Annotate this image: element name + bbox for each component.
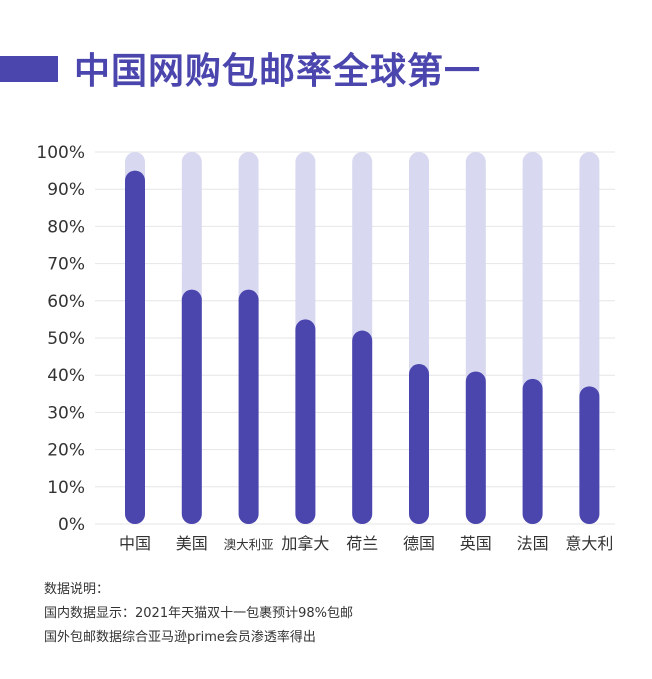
y-tick-label: 30% — [47, 403, 85, 423]
x-tick-label: 美国 — [176, 534, 208, 553]
bar — [295, 319, 316, 524]
y-tick-label: 0% — [58, 515, 85, 535]
y-tick-label: 70% — [47, 255, 85, 275]
x-tick-label: 澳大利亚 — [224, 537, 274, 552]
y-tick-label: 90% — [47, 180, 85, 200]
y-tick-label: 40% — [47, 366, 85, 386]
bar-chart: 0% 10% 20% 30% 40% 50% 60% 70% 80% 90% 100% 中国 美国 澳大利… — [36, 143, 615, 553]
bar — [181, 289, 202, 524]
bar — [238, 289, 259, 524]
y-tick-label: 10% — [47, 478, 85, 498]
x-tick-label: 加拿大 — [281, 534, 329, 553]
x-tick-label: 法国 — [517, 534, 549, 553]
bar — [409, 364, 429, 524]
y-tick-label: 100% — [36, 143, 85, 163]
y-tick-label: 80% — [47, 217, 85, 237]
y-tick-label: 20% — [47, 441, 85, 461]
x-tick-label: 德国 — [403, 534, 435, 553]
bar — [465, 371, 486, 524]
notes-line-2: 国外包邮数据综合亚马逊prime会员渗透率得出 — [44, 630, 316, 645]
bar — [579, 386, 600, 524]
notes-line-1: 国内数据显示：2021年天猫双十一包裹预计98%包邮 — [44, 606, 353, 621]
title-accent-bar — [0, 56, 58, 82]
y-tick-label: 60% — [47, 292, 85, 312]
chart-title: 中国网购包邮率全球第一 — [74, 51, 482, 92]
bar — [352, 330, 373, 524]
x-tick-label: 荷兰 — [346, 534, 378, 553]
bar — [125, 170, 145, 524]
bar — [522, 378, 543, 524]
notes-heading: 数据说明： — [44, 582, 110, 597]
y-tick-label: 50% — [47, 329, 85, 349]
x-tick-label: 英国 — [460, 534, 492, 553]
x-tick-label: 中国 — [119, 534, 151, 553]
data-notes: 数据说明： 国内数据显示：2021年天猫双十一包裹预计98%包邮 国外包邮数据综… — [44, 578, 353, 650]
x-tick-label: 意大利 — [565, 534, 613, 553]
